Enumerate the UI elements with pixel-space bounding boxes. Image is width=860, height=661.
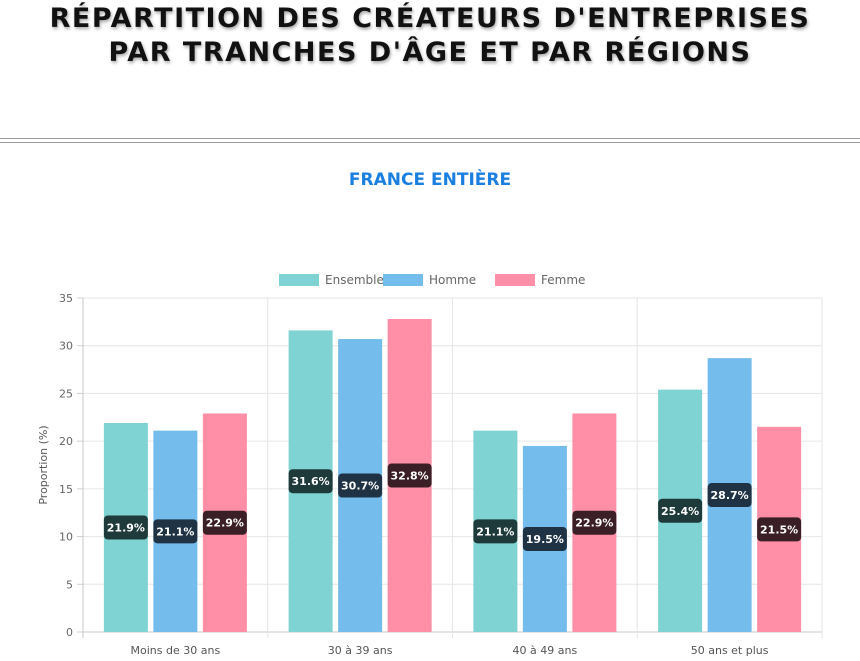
bar-chart: 0 5 10 15 20 25 30 35 Moins de 30 ans 30 à 39 ans…	[37, 273, 823, 657]
y-tick-label: 0	[66, 626, 73, 639]
data-label: 22.9%	[206, 517, 244, 530]
legend-swatch	[495, 274, 535, 286]
y-tick-label: 15	[59, 483, 73, 496]
y-tick-label: 30	[59, 340, 73, 353]
header-divider	[0, 138, 860, 143]
data-label-background	[387, 463, 432, 488]
data-label: 32.8%	[391, 469, 429, 482]
page-title: RÉPARTITION DES CRÉATEURS D'ENTREPRISES …	[0, 0, 860, 70]
x-tick-label: 40 à 49 ans	[513, 644, 578, 657]
data-label-background	[103, 515, 148, 540]
data-label-background	[658, 498, 703, 523]
y-tick-label: 25	[59, 387, 73, 400]
data-label: 21.9%	[107, 522, 145, 535]
data-label: 19.5%	[526, 533, 564, 546]
legend-swatch	[383, 274, 423, 286]
data-label: 21.1%	[476, 525, 514, 538]
legend-label: Homme	[429, 273, 476, 287]
y-tick-label: 35	[59, 292, 73, 305]
data-label: 21.1%	[156, 525, 194, 538]
x-tick-label: 50 ans et plus	[691, 644, 769, 657]
legend-label: Femme	[541, 273, 585, 287]
data-label: 22.9%	[575, 517, 613, 530]
data-label: 31.6%	[292, 475, 330, 488]
y-tick-label: 5	[66, 578, 73, 591]
data-label-background	[522, 526, 567, 551]
legend-label: Ensemble	[325, 273, 384, 287]
page-title-line-1: RÉPARTITION DES CRÉATEURS D'ENTREPRISES	[49, 3, 811, 34]
data-label: 25.4%	[661, 505, 699, 518]
x-tick-label: Moins de 30 ans	[131, 644, 221, 657]
data-label-background	[707, 483, 752, 508]
data-label: 28.7%	[711, 489, 749, 502]
data-label-background	[473, 519, 518, 544]
legend-swatch	[279, 274, 319, 286]
y-tick-label: 20	[59, 435, 73, 448]
data-label: 30.7%	[341, 480, 379, 493]
section-title: FRANCE ENTIÈRE	[348, 170, 512, 190]
x-tick-label: 30 à 39 ans	[328, 644, 393, 657]
page-title-line-2: PAR TRANCHES D'ÂGE ET PAR RÉGIONS	[108, 37, 752, 68]
y-tick-label: 10	[59, 531, 73, 544]
y-axis-label: Proportion (%)	[37, 425, 50, 504]
data-label-background	[757, 517, 802, 542]
data-label-background	[338, 473, 383, 498]
data-label-background	[288, 469, 333, 494]
data-label-background	[572, 510, 617, 535]
data-label-background	[153, 519, 198, 544]
data-label-background	[202, 510, 247, 535]
data-label: 21.5%	[760, 523, 798, 536]
